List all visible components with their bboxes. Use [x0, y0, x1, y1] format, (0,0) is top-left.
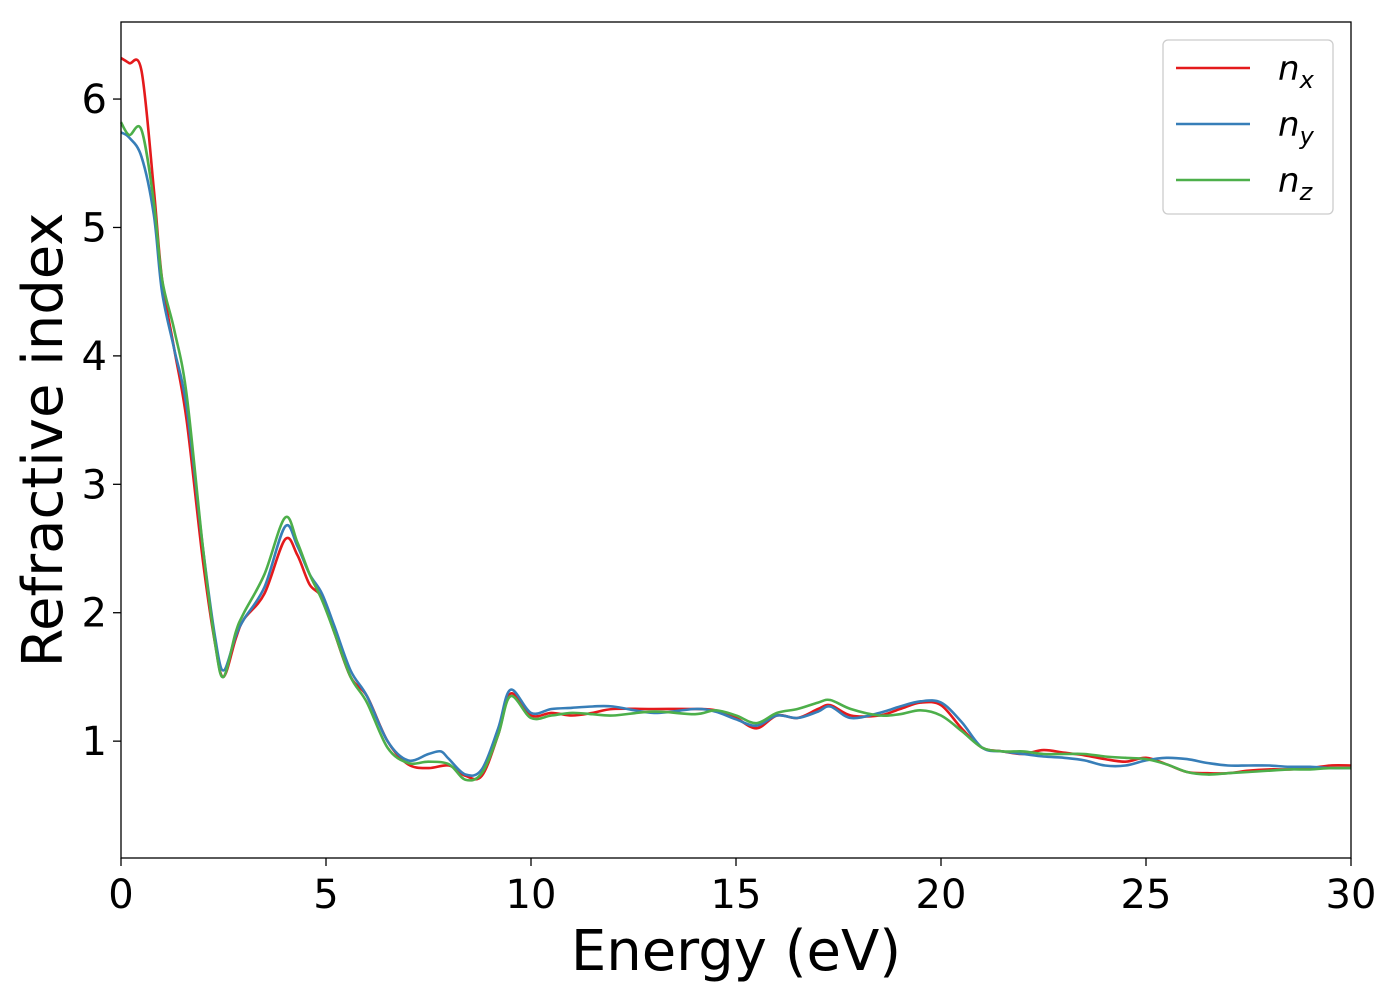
legend-label-sub: x: [1299, 66, 1315, 94]
y-tick-label: 2: [82, 591, 107, 637]
series-layer: [119, 56, 1352, 782]
y-axis-ticks: 1 2 3 4 5 6: [82, 77, 121, 765]
x-tick-label: 25: [1121, 872, 1172, 918]
x-axis-ticks: 0 5 10 15 20 25 30: [108, 858, 1376, 918]
series-line-n-z: [119, 121, 1352, 782]
x-tick-label: 15: [711, 872, 762, 918]
legend-label-main: n: [1278, 49, 1300, 89]
y-tick-label: 3: [82, 462, 107, 508]
y-axis-label: Refractive index: [11, 213, 76, 668]
legend-box: [1162, 39, 1334, 215]
legend-label-sub: z: [1299, 178, 1314, 206]
y-tick-label: 6: [82, 77, 107, 123]
legend-label: nx: [1278, 49, 1315, 94]
series-line-n-y: [120, 131, 1352, 777]
y-tick-label: 5: [82, 205, 107, 251]
legend-label-main: n: [1278, 161, 1300, 201]
x-tick-label: 0: [108, 872, 133, 918]
x-axis-label: Energy (eV): [571, 919, 901, 984]
legend-label: nz: [1278, 161, 1314, 206]
legend-label: ny: [1278, 105, 1315, 150]
y-tick-label: 4: [82, 334, 107, 380]
x-tick-label: 5: [313, 872, 338, 918]
x-tick-label: 10: [506, 872, 557, 918]
x-tick-label: 30: [1326, 872, 1377, 918]
y-tick-label: 1: [82, 719, 107, 765]
legend-label-sub: y: [1299, 122, 1315, 150]
x-tick-label: 20: [916, 872, 967, 918]
legend-label-main: n: [1278, 105, 1300, 145]
